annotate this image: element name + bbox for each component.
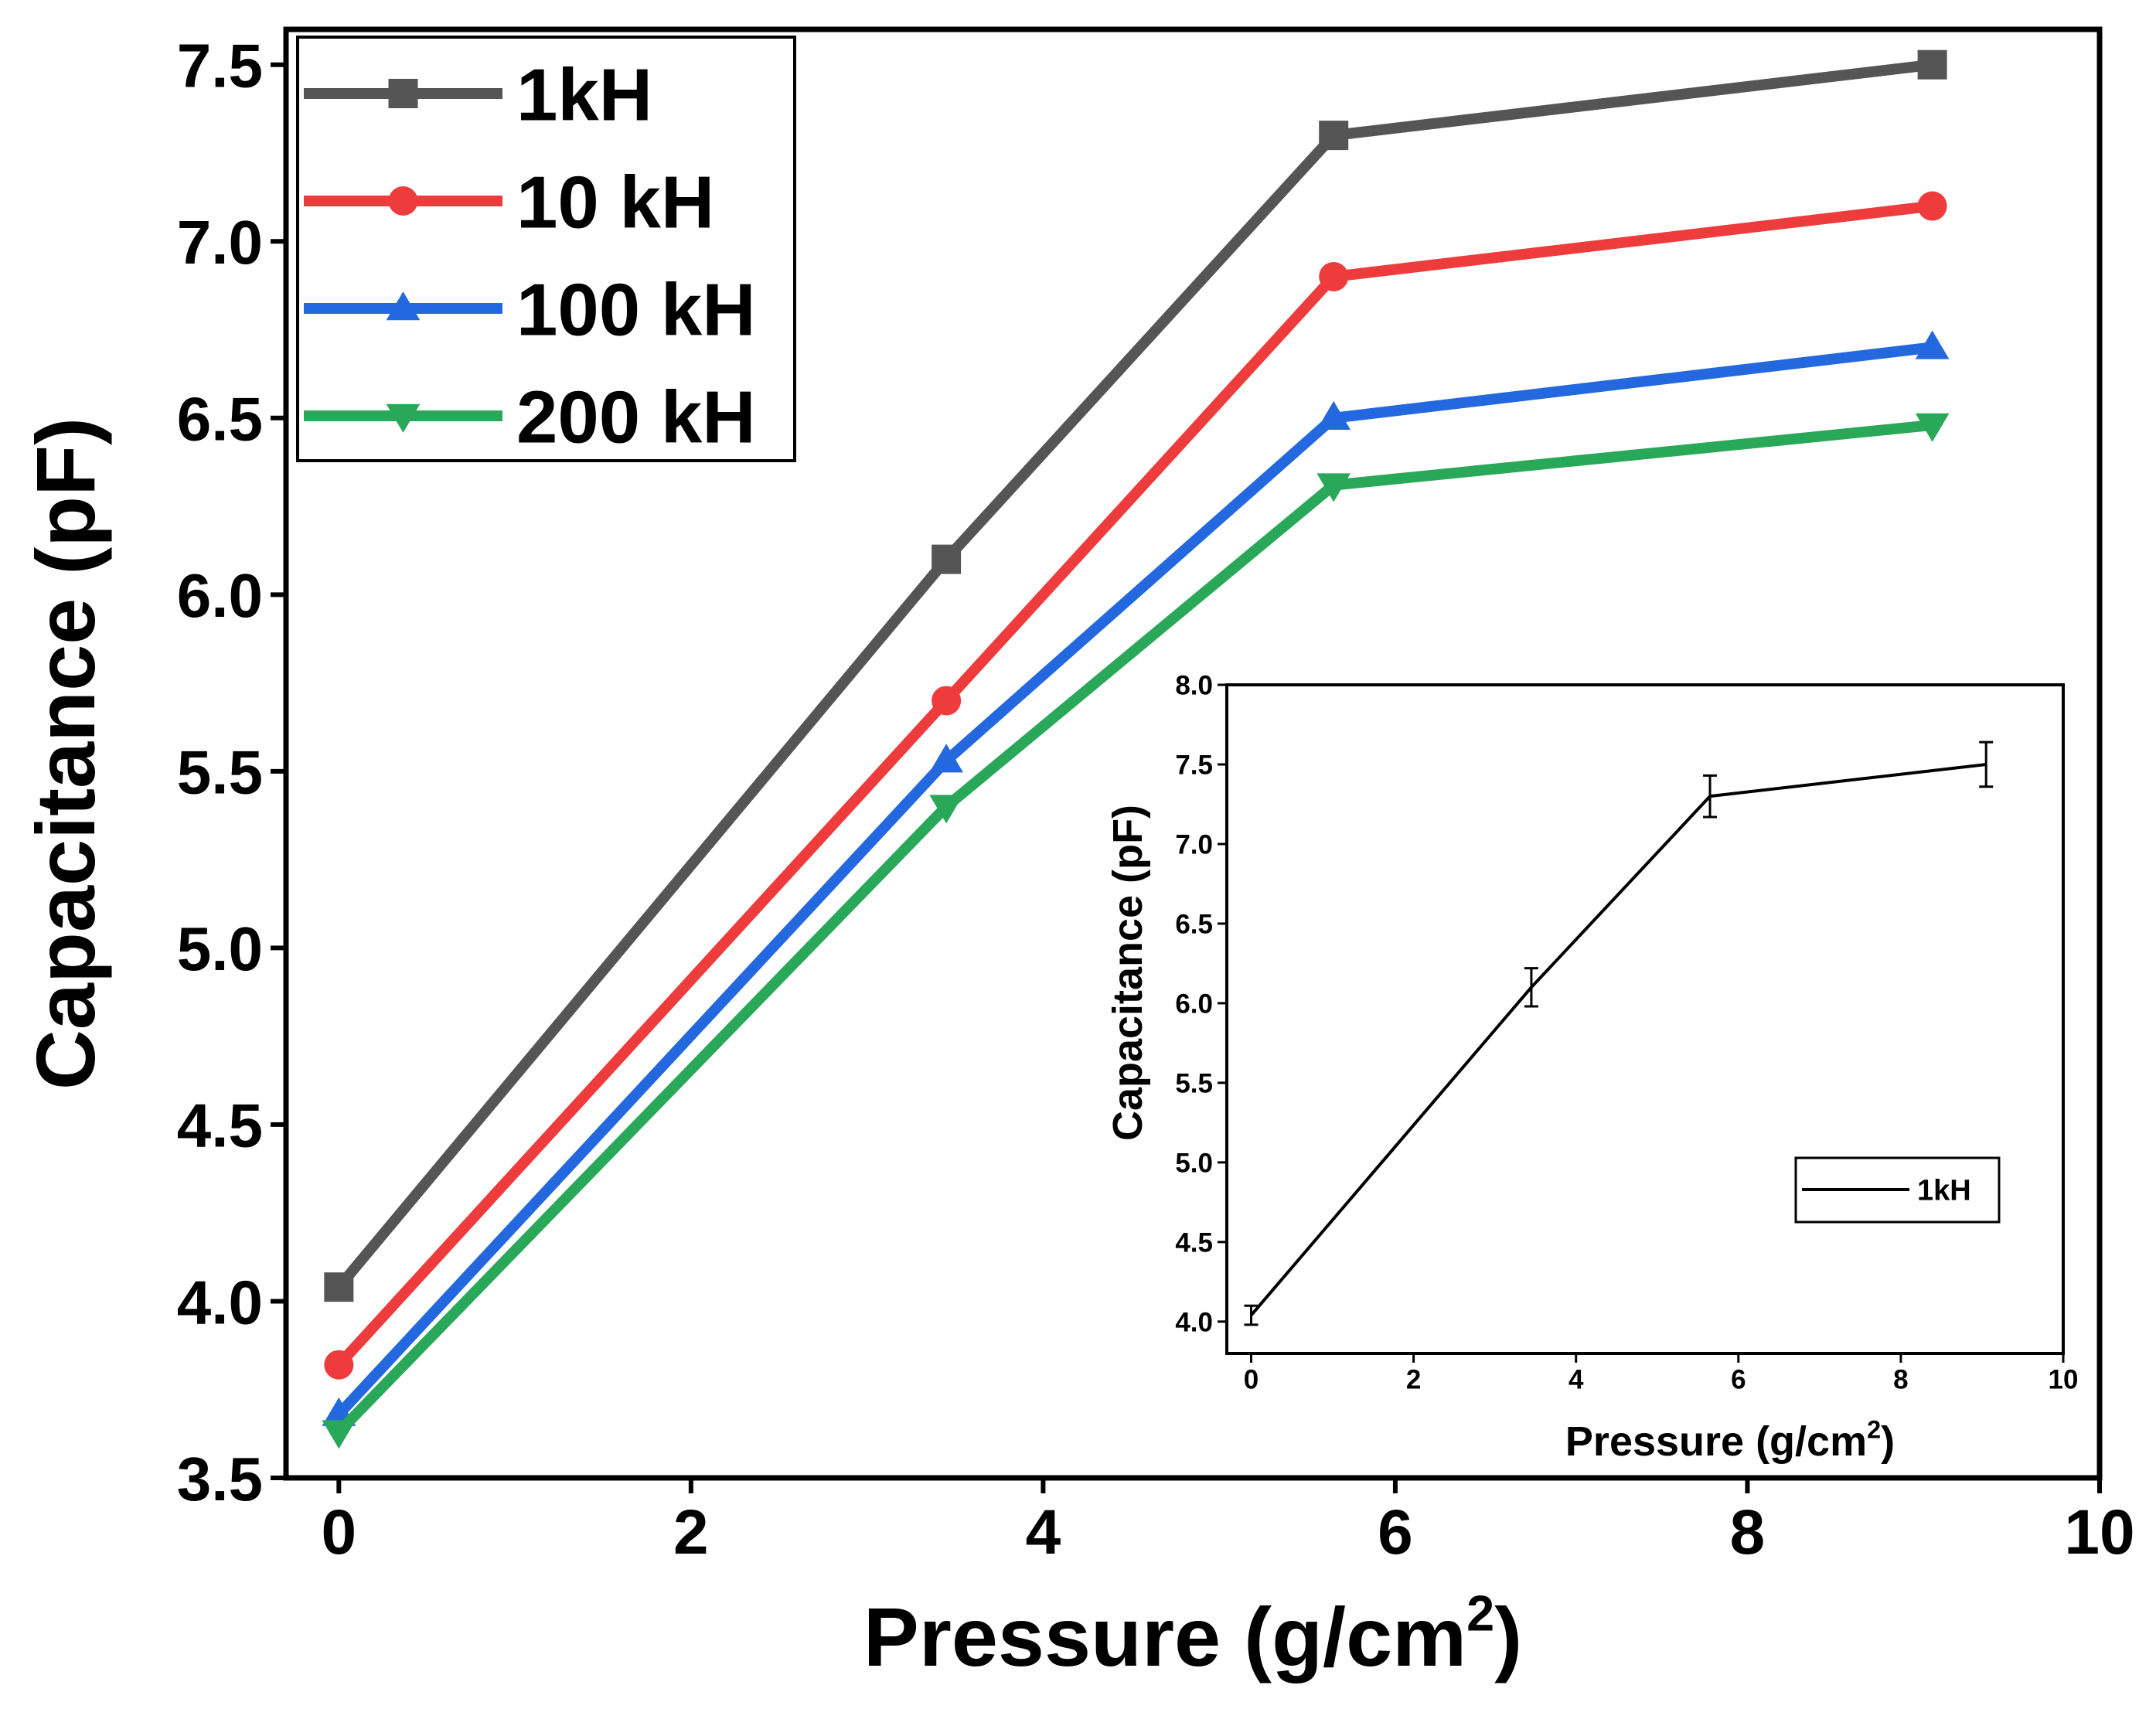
main-series-1 [324, 191, 1947, 1380]
main-x-tick-label: 4 [1026, 1497, 1061, 1568]
main-y-tick-label: 4.5 [177, 1091, 263, 1160]
main-data-point [1319, 121, 1349, 151]
inset-x-tick-label: 4 [1568, 1364, 1584, 1394]
main-data-point [1319, 261, 1349, 291]
main-y-axis-label: Capacitance (pF) [19, 417, 112, 1090]
inset-x-tick-label: 10 [2049, 1364, 2079, 1394]
main-data-point [1917, 49, 1947, 80]
inset-x-axis-label-end: ) [1881, 1418, 1895, 1465]
main-legend: 1kH 10 kH 100 kH 200 kH [296, 36, 796, 462]
inset-y-tick-label: 7.5 [1175, 751, 1213, 781]
main-series-2 [322, 330, 1950, 1426]
main-legend-marker [388, 186, 418, 216]
main-data-point [1917, 191, 1947, 221]
inset-x-tick-label: 8 [1893, 1364, 1908, 1394]
main-y-tick-label: 6.5 [177, 385, 263, 454]
inset-legend: 1kH [1794, 1156, 2001, 1224]
main-y-tick-label: 5.0 [177, 914, 263, 983]
inset-x-tick-label: 2 [1406, 1364, 1421, 1394]
inset-y-tick-label: 5.5 [1175, 1068, 1213, 1098]
inset-x-axis-label-sup: 2 [1867, 1415, 1881, 1443]
inset-y-tick-label: 5.0 [1175, 1148, 1213, 1178]
main-series-line [335, 419, 1933, 1436]
inset-legend-label: 1kH [1917, 1175, 1971, 1207]
inset-y-axis-label: Capacitance (pF) [1105, 805, 1151, 1141]
inset-plot-frame [1225, 683, 2065, 1355]
main-data-point [932, 544, 962, 574]
main-y-tick-label: 7.5 [177, 32, 263, 100]
inset-y-tick-label: 7.0 [1175, 830, 1213, 860]
main-data-point [1316, 473, 1351, 502]
main-x-axis-label: Pressure (g/cm2) [863, 1585, 1522, 1683]
inset-y-tick-label: 6.0 [1175, 989, 1213, 1020]
main-series-line [334, 59, 1933, 1291]
main-legend-label: 10 kH [516, 162, 714, 244]
main-data-point [322, 1420, 356, 1449]
main-y-tick-label: 5.5 [177, 738, 263, 807]
inset-x-tick-label: 0 [1244, 1364, 1259, 1394]
main-series-3 [322, 413, 1950, 1449]
main-legend-label: 100 kH [516, 269, 756, 352]
main-data-point [324, 1272, 354, 1302]
main-legend-frame [296, 36, 796, 462]
main-x-axis-label-text: Pressure (g/cm [863, 1590, 1466, 1683]
main-x-tick-label: 10 [2064, 1497, 2134, 1568]
inset-x-axis-label: Pressure (g/cm2) [1565, 1415, 1895, 1465]
main-x-axis-label-sup: 2 [1466, 1585, 1494, 1642]
main-series-line [335, 342, 1933, 1418]
main-data-point [932, 686, 962, 716]
main-x-tick-label: 8 [1730, 1497, 1766, 1568]
main-legend-marker [386, 403, 421, 433]
main-data-point [929, 795, 963, 824]
main-legend-label: 200 kH [516, 376, 756, 459]
main-legend-marker [386, 291, 421, 321]
main-data-point [1915, 413, 1950, 442]
main-series-line [335, 200, 1933, 1369]
inset-y-tick-label: 4.5 [1175, 1227, 1213, 1258]
main-legend-marker [388, 79, 418, 108]
main-x-axis-label-end: ) [1494, 1590, 1522, 1683]
main-plot-frame [283, 26, 2103, 1481]
main-y-tick-label: 3.5 [177, 1445, 263, 1513]
inset-y-tick-label: 6.5 [1175, 910, 1213, 940]
inset-x-axis-label-text: Pressure (g/cm [1565, 1418, 1867, 1465]
main-y-tick-label: 4.0 [177, 1268, 263, 1336]
inset-plot: 0 2 4 6 8 10 4.0 4.5 5.0 5.5 6.0 6.5 7.0 7.5 8.0 Pressu… [1105, 671, 2078, 1465]
main-x-tick-label: 0 [322, 1497, 357, 1568]
inset-series-0 [1244, 740, 1994, 1326]
main-series-0 [324, 49, 1947, 1302]
main-data-point [324, 1350, 354, 1380]
inset-y-tick-label: 8.0 [1175, 671, 1213, 701]
main-y-tick-label: 6.0 [177, 561, 263, 630]
main-legend-label: 1kH [516, 54, 652, 137]
main-y-tick-label: 7.0 [177, 208, 263, 277]
main-plot: 0 2 4 6 8 10 3.5 4.0 4.5 5.0 5.5 6.0 6.5 7.0 7.5 Pressu… [19, 26, 2135, 1683]
main-data-point [929, 744, 963, 773]
main-x-tick-label: 6 [1378, 1497, 1413, 1568]
main-data-point [1915, 330, 1950, 359]
inset-series-line [1249, 762, 1987, 1316]
inset-y-tick-label: 4.0 [1175, 1307, 1213, 1337]
main-x-tick-label: 2 [673, 1497, 709, 1568]
inset-x-tick-label: 6 [1731, 1364, 1746, 1394]
main-data-point [1316, 400, 1351, 430]
